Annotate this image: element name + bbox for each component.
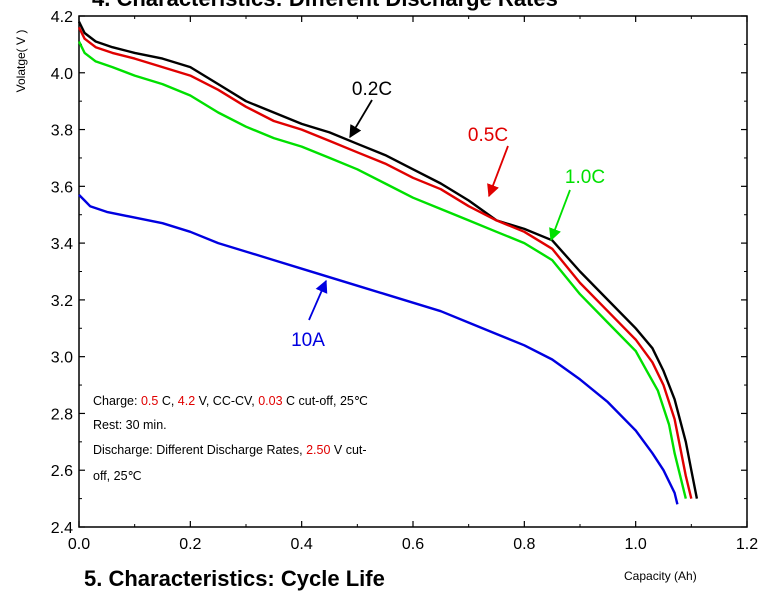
- chart-title: 4. Characteristics: Different Discharge …: [92, 0, 558, 12]
- charge-rate-value: 0.5: [140, 394, 159, 408]
- note-discharge: Discharge: Different Discharge Rates, 2.…: [93, 443, 367, 457]
- next-section-heading: 5. Characteristics: Cycle Life: [84, 566, 385, 591]
- curve-label-arrow: [549, 189, 571, 242]
- cutoff-value: 0.03: [258, 394, 283, 408]
- series-line-10c: [77, 40, 687, 499]
- curve-label-arrow: [308, 279, 328, 321]
- curve-label-layer: 0.2C 0.5C 1.0C 10A: [291, 79, 605, 351]
- curve-label: 0.5C: [468, 125, 508, 146]
- curve-label: 1.0C: [565, 167, 605, 188]
- y-tick-label: 2.8: [51, 406, 73, 423]
- y-tick-label: 2.6: [51, 463, 73, 480]
- charge-voltage-value: 4.2: [177, 394, 196, 408]
- note-charge: Charge: 0.5 C, 4.2 V, CC-CV, 0.03 C cut-…: [93, 394, 368, 408]
- x-tick-label: 0.6: [402, 536, 424, 553]
- y-tick-label: 3.8: [51, 123, 73, 140]
- x-tick-label: 1.0: [625, 536, 647, 553]
- y-tick-label: 3.6: [51, 179, 73, 196]
- y-tick-label: 3.4: [51, 236, 73, 253]
- curve-label: 10A: [291, 330, 325, 351]
- note-rest: Rest: 30 min.: [93, 418, 167, 432]
- note-temp: off, 25℃: [93, 469, 142, 483]
- y-tick-label: 3.2: [51, 293, 73, 310]
- x-tick-label: 0.0: [68, 536, 90, 553]
- x-tick-label: 1.2: [736, 536, 758, 553]
- x-tick-label: 0.8: [513, 536, 535, 553]
- x-axis-label: Capacity (Ah): [624, 569, 697, 583]
- x-tick-label: 0.4: [291, 536, 313, 553]
- curve-label-arrow: [487, 145, 509, 198]
- series-line-10a: [78, 194, 679, 505]
- x-tick-label: 0.2: [179, 536, 201, 553]
- series-line-05c: [77, 26, 693, 499]
- y-tick-label: 4.2: [51, 9, 73, 26]
- curve-label: 0.2C: [352, 79, 392, 100]
- y-tick-label: 3.0: [51, 350, 73, 367]
- y-tick-label: 4.0: [51, 66, 73, 83]
- series-line-02c: [77, 21, 699, 499]
- axes-group: 0.0 0.2 0.4 0.6 0.8 1.0 1.2 2.4 2.6 2.8 3.0 3.2 3.4 3…: [51, 9, 758, 553]
- y-tick-label: 2.4: [51, 520, 73, 537]
- cutoff-voltage-value: 2.50: [306, 443, 331, 457]
- curve-label-arrow: [349, 99, 373, 139]
- series-layer: [77, 21, 699, 505]
